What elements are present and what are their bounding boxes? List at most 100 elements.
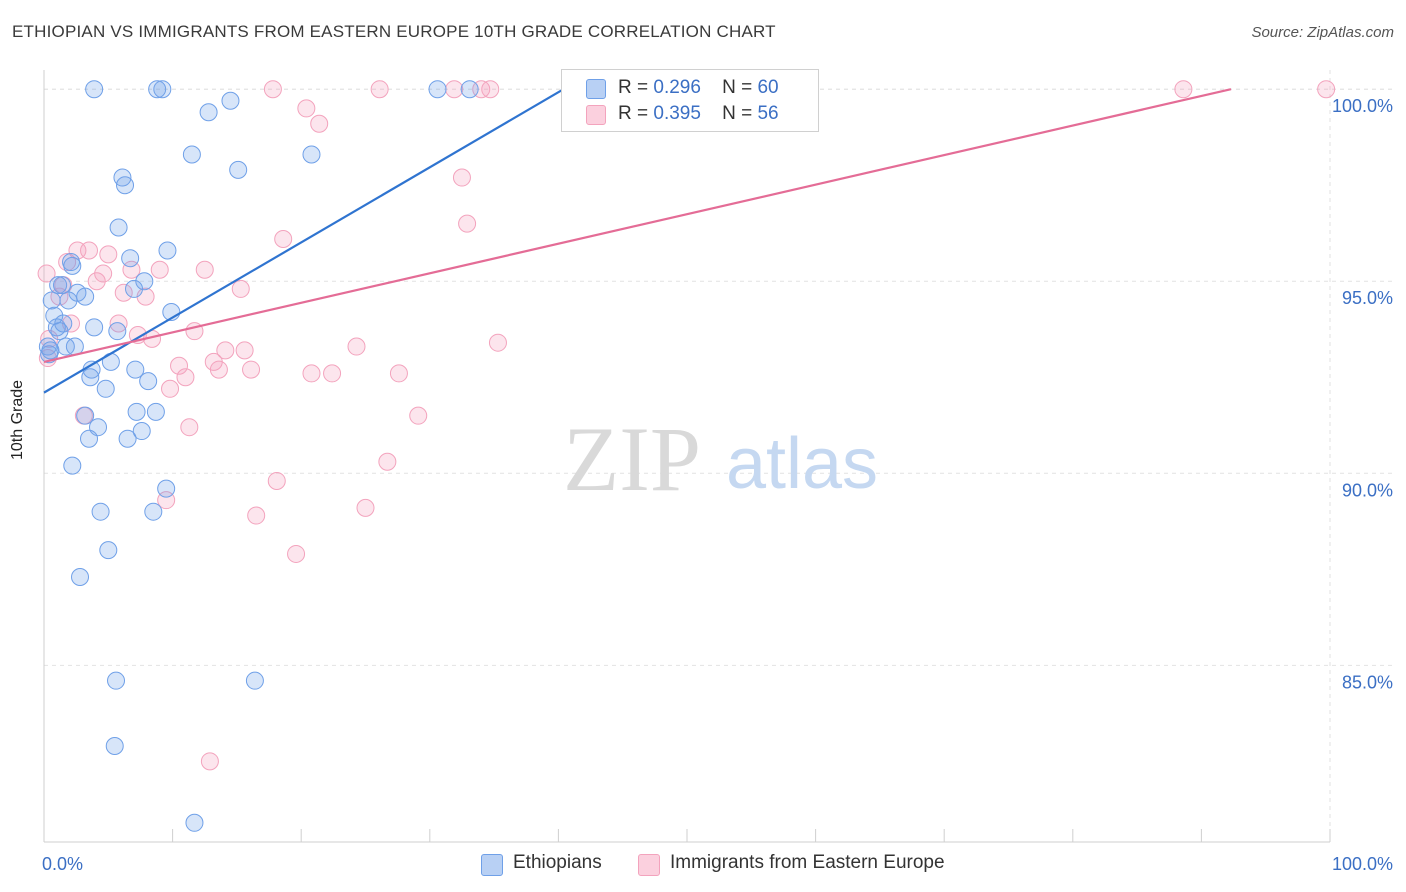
tick-labels: 85.0% 90.0% 95.0% 100.0% 0.0% 100.0% bbox=[42, 96, 1393, 874]
data-point-ethiopians bbox=[135, 272, 154, 291]
data-point-ethiopians bbox=[121, 249, 140, 268]
data-point-ethiopians bbox=[107, 671, 126, 690]
data-point-ethiopians bbox=[199, 103, 218, 122]
data-point-ethiopians bbox=[81, 368, 100, 387]
data-point-eastern-europe bbox=[1317, 80, 1336, 99]
data-point-ethiopians bbox=[125, 279, 144, 298]
watermark-atlas: atlas bbox=[726, 424, 878, 504]
data-point-eastern-europe bbox=[458, 214, 477, 233]
n-value: 56 bbox=[757, 103, 779, 124]
data-point-eastern-europe bbox=[99, 245, 118, 264]
data-point-ethiopians bbox=[157, 479, 176, 498]
data-point-ethiopians bbox=[153, 80, 172, 99]
data-point-ethiopians bbox=[63, 456, 82, 475]
data-point-ethiopians bbox=[182, 145, 201, 164]
data-point-ethiopians bbox=[76, 287, 95, 306]
data-point-ethiopians bbox=[56, 337, 75, 356]
data-point-eastern-europe bbox=[452, 168, 471, 187]
data-point-ethiopians bbox=[221, 91, 240, 110]
data-point-eastern-europe bbox=[161, 379, 180, 398]
data-point-ethiopians bbox=[139, 372, 158, 391]
data-point-ethiopians bbox=[53, 276, 72, 295]
data-point-eastern-europe bbox=[235, 341, 254, 360]
data-point-eastern-europe bbox=[247, 506, 266, 525]
data-point-ethiopians bbox=[229, 160, 248, 179]
data-point-eastern-europe bbox=[302, 364, 321, 383]
data-point-eastern-europe bbox=[1174, 80, 1193, 99]
data-point-ethiopians bbox=[99, 541, 118, 560]
data-point-eastern-europe bbox=[209, 360, 228, 379]
data-point-eastern-europe bbox=[180, 418, 199, 437]
r-value: 0.395 bbox=[653, 103, 701, 124]
data-point-eastern-europe bbox=[389, 364, 408, 383]
legend-swatch-eastern-europe bbox=[586, 105, 606, 125]
series-ethiopians bbox=[38, 80, 479, 832]
data-point-ethiopians bbox=[54, 314, 73, 333]
data-point-eastern-europe bbox=[109, 314, 128, 333]
data-point-ethiopians bbox=[185, 813, 204, 832]
y-tick-label: 85.0% bbox=[1342, 672, 1393, 692]
data-point-eastern-europe bbox=[274, 229, 293, 248]
legend-swatch-ethiopians bbox=[586, 79, 606, 99]
data-point-eastern-europe bbox=[231, 279, 250, 298]
data-point-ethiopians bbox=[245, 671, 264, 690]
legend-label-ethiopians: Ethiopians bbox=[513, 852, 602, 873]
data-point-eastern-europe bbox=[87, 272, 106, 291]
data-point-eastern-europe bbox=[378, 452, 397, 471]
watermark: ZIP atlas bbox=[563, 408, 878, 510]
data-point-ethiopians bbox=[118, 429, 137, 448]
data-point-ethiopians bbox=[96, 379, 115, 398]
data-point-ethiopians bbox=[62, 253, 81, 272]
data-point-eastern-europe bbox=[114, 283, 133, 302]
data-point-eastern-europe bbox=[310, 114, 329, 133]
data-point-ethiopians bbox=[132, 422, 151, 441]
data-point-eastern-europe bbox=[488, 333, 507, 352]
trend-lines bbox=[43, 88, 1232, 394]
y-tick-label: 90.0% bbox=[1342, 480, 1393, 500]
trend-line-eastern-europe bbox=[43, 88, 1232, 363]
data-point-eastern-europe bbox=[481, 80, 500, 99]
y-tick-label: 100.0% bbox=[1332, 96, 1393, 116]
data-point-ethiopians bbox=[146, 402, 165, 421]
data-point-eastern-europe bbox=[122, 260, 141, 279]
data-point-ethiopians bbox=[302, 145, 321, 164]
data-point-ethiopians bbox=[460, 80, 479, 99]
legend-swatch-eastern-europe bbox=[638, 854, 660, 876]
source-credit: Source: ZipAtlas.com bbox=[1251, 24, 1394, 41]
data-point-eastern-europe bbox=[195, 260, 214, 279]
x-tick-label: 100.0% bbox=[1332, 854, 1393, 874]
data-point-ethiopians bbox=[148, 80, 167, 99]
data-point-ethiopians bbox=[85, 80, 104, 99]
data-point-eastern-europe bbox=[347, 337, 366, 356]
legend-swatch-ethiopians bbox=[481, 854, 503, 876]
data-point-eastern-europe bbox=[370, 80, 389, 99]
data-point-eastern-europe bbox=[356, 498, 375, 517]
data-point-ethiopians bbox=[76, 406, 95, 425]
data-point-ethiopians bbox=[158, 241, 177, 260]
n-value: 60 bbox=[757, 77, 779, 98]
data-point-ethiopians bbox=[116, 176, 135, 195]
data-point-ethiopians bbox=[80, 429, 99, 448]
grid-lines bbox=[44, 70, 1392, 842]
data-point-eastern-europe bbox=[242, 360, 261, 379]
data-point-ethiopians bbox=[126, 360, 145, 379]
data-point-eastern-europe bbox=[323, 364, 342, 383]
data-point-ethiopians bbox=[109, 218, 128, 237]
stats-legend: R = 0.296 N = 60 R = 0.395 N = 56 bbox=[561, 69, 819, 132]
data-point-eastern-europe bbox=[170, 356, 189, 375]
r-label: R = bbox=[618, 77, 649, 98]
data-point-eastern-europe bbox=[409, 406, 428, 425]
data-point-ethiopians bbox=[59, 291, 78, 310]
legend-label-eastern-europe: Immigrants from Eastern Europe bbox=[670, 852, 945, 873]
data-point-eastern-europe bbox=[267, 471, 286, 490]
n-label: N = bbox=[722, 77, 753, 98]
trend-line-ethiopians bbox=[43, 88, 565, 394]
data-point-eastern-europe bbox=[445, 80, 464, 99]
y-tick-label: 95.0% bbox=[1342, 288, 1393, 308]
data-point-ethiopians bbox=[49, 276, 68, 295]
data-point-eastern-europe bbox=[80, 241, 99, 260]
axes bbox=[43, 70, 1331, 843]
data-point-eastern-europe bbox=[297, 99, 316, 118]
x-tick-label: 0.0% bbox=[42, 854, 83, 874]
data-point-ethiopians bbox=[105, 736, 124, 755]
